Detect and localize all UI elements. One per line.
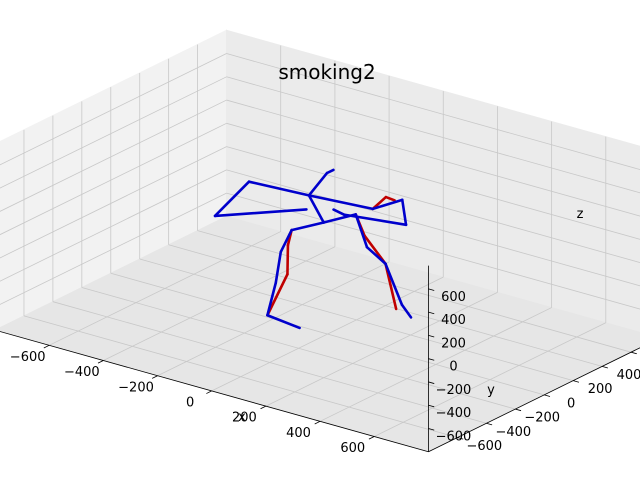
gridline-z [226,76,640,194]
y-tick [630,351,637,355]
x-tick-label: 200 [232,411,257,426]
y-tick [601,366,608,369]
bone-segment [400,303,413,319]
bone-segment [266,313,301,330]
bone-segment [332,208,346,216]
gridline-z [226,169,640,287]
gridline-y [23,315,458,438]
x-tick-label: 0 [186,396,194,411]
bone-segment [307,194,326,224]
bone-segment [290,221,326,232]
bone-segment [307,171,329,197]
z-tick [428,358,435,361]
gridline-z [226,53,640,170]
gridline-z [0,146,227,259]
bone-segment [279,228,293,254]
gridline-y [139,258,574,382]
gridline-z [0,53,227,166]
x-tick [368,436,375,440]
gridline-y [81,287,516,410]
z-tick-label: −600 [436,429,472,444]
x-tick-label: −600 [10,350,46,365]
bone-segment [266,272,289,317]
x-tick [151,375,158,379]
bone-segment [266,281,278,317]
z-tick-label: 200 [441,336,466,351]
x-tick-label: 400 [286,426,311,441]
bone-segment [384,195,396,202]
axes-panes [0,29,640,453]
gridline-z [0,122,227,236]
y-axis-label: y [487,383,495,398]
z-tick-label: 600 [441,290,466,305]
y-tick [457,437,464,440]
gridline-z [0,99,227,212]
gridline-z [226,99,640,217]
y-tick-label: 400 [617,368,640,383]
gridline-y [168,244,603,367]
z-tick [428,335,435,338]
chart-title: smoking2 [278,60,375,84]
y-tick-label: −400 [495,425,531,440]
bone-segment [274,250,283,285]
z-axis-label: z [577,207,584,222]
y-tick [573,380,580,383]
x-tick [43,344,50,349]
bone-segment [354,213,369,249]
z-tick-label: −200 [436,383,472,398]
gridlines [0,44,640,438]
z-tick-label: 0 [449,360,457,375]
bone-segment [384,262,404,307]
bone-segment [213,208,308,218]
z-tick [428,404,435,408]
x-tick [97,360,104,364]
y-tick [515,408,522,412]
gridline-y [110,272,545,396]
y-tick-label: −200 [524,411,560,426]
bone-segment [342,213,408,227]
bone-segment [213,180,251,218]
z-tick [428,311,435,315]
series-1 [213,168,413,330]
bone-segment [371,198,404,211]
z-tick-label: 400 [441,313,466,328]
x-tick [314,420,321,425]
x-tick [206,390,212,394]
x-tick-label: 600 [340,441,365,456]
bone-segment [247,180,311,197]
y-tick-label: 200 [588,382,613,397]
x-axis-label: x [238,410,246,425]
y-tick [486,422,493,426]
y-tick-label: −600 [466,439,502,454]
gridline-z [226,146,640,263]
x-tick [260,405,267,410]
bone-segment [307,194,375,211]
x-tick-label: −200 [118,380,154,395]
x-tick-label: −400 [64,365,100,380]
bone-segment [365,245,387,266]
gridline-z [0,76,227,189]
z-tick [428,428,435,431]
gridline-z [0,192,227,305]
bone-segment [325,168,335,175]
y-tick [544,394,551,397]
gridline-y [52,301,487,424]
gridline-y [197,230,632,353]
y-tick-label: 0 [567,396,575,411]
gridline-z [226,122,640,240]
z-tick [428,288,435,291]
gridline-z [0,169,227,282]
z-tick-label: −400 [436,406,472,421]
gridline-z [226,192,640,310]
bone-segment [400,198,408,227]
skeleton-series [213,168,413,330]
z-tick [428,381,435,384]
